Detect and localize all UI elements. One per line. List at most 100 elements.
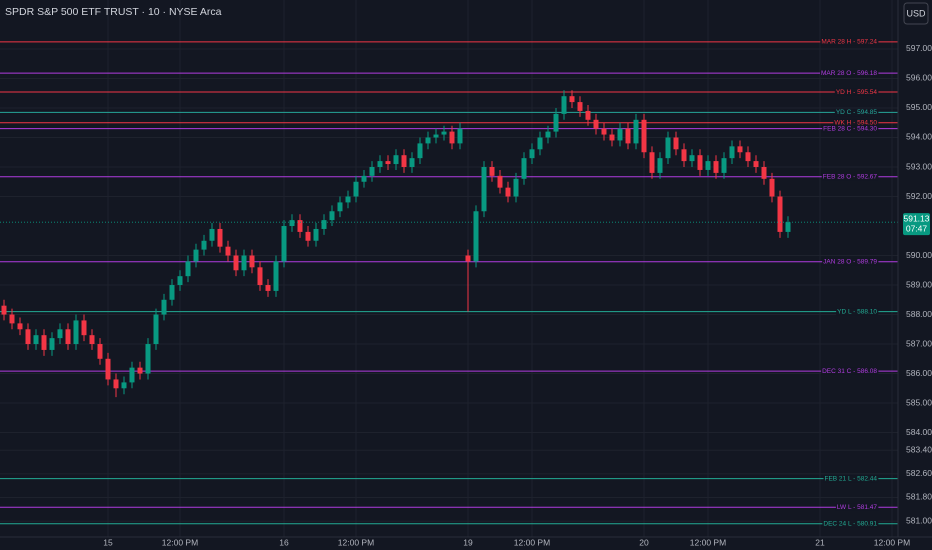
y-tick-label: 586.00 [906,368,932,378]
chart-title: SPDR S&P 500 ETF TRUST · 10 · NYSE Arca [5,6,222,18]
level-label-bg [822,258,879,266]
y-tick-label: 584.00 [906,427,932,437]
candle-body [273,261,279,291]
x-tick-label: 19 [463,537,473,547]
x-tick-label: 12:00 PM [338,537,374,547]
level-label-bg [820,69,879,77]
y-tick-label: 589.00 [906,279,932,289]
candle-body [161,299,167,315]
candle-body [497,175,503,188]
candle-body [649,152,655,173]
x-tick-label: 12:00 PM [514,537,550,547]
candle-body [57,329,63,339]
candle-body [561,96,567,114]
candle-body [489,167,495,176]
level-label-bg [834,109,879,117]
candle-body [689,155,695,162]
level-label-bg [835,503,879,511]
countdown-label: 07:47 [906,223,928,233]
candle-body [241,255,247,271]
candle-body [209,228,215,241]
candle-body [553,113,559,132]
candle-body [593,119,599,129]
candle-body [585,110,591,120]
candle-body [505,187,511,197]
candle-body [137,367,143,374]
candle-body [81,320,87,336]
y-tick-label: 582.60 [906,468,932,478]
level-label-bg [834,88,879,96]
candle-body [537,137,543,150]
level-label: YD L - 588.10 [837,308,877,315]
candle-body [49,338,55,350]
y-tick-label: 596.00 [906,73,932,83]
level-label: MAR 28 O - 596.18 [821,70,877,77]
y-tick-label: 594.00 [906,132,932,142]
candle-body [433,134,439,138]
candle-body [289,220,295,227]
candle-body [345,196,351,203]
last-price-tag [903,213,930,236]
candle-body [737,146,743,153]
y-tick-label: 590.00 [906,250,932,260]
level-label: DEC 24 L - 580.91 [823,520,877,527]
y-tick-label: 592.00 [906,191,932,201]
candle-body [337,202,343,212]
candle-body [305,231,311,241]
candle-body [713,161,719,173]
candle-body [97,344,103,359]
candle-body [177,276,183,286]
y-tick-label: 581.00 [906,515,932,525]
candle-body [385,161,391,165]
candle-body [625,128,631,144]
candle-body [441,131,447,135]
candle-body [729,146,735,159]
y-tick-label: 593.00 [906,161,932,171]
level-label-bg [836,308,879,316]
candle-body [665,137,671,159]
y-tick-label: 587.00 [906,338,932,348]
candle-body [281,226,287,262]
candle-body [65,329,71,345]
candle-body [9,314,15,324]
currency-button[interactable] [903,2,929,25]
candle-body [297,220,303,232]
candle-body [121,382,127,389]
candle-body [785,222,791,232]
candle-body [633,119,639,144]
candle-body [361,175,367,182]
level-label-bg [822,125,879,133]
level-label-bg [820,38,879,46]
candle-body [721,158,727,173]
candle-body [657,158,663,173]
candle-body [521,158,527,179]
candle-body [73,320,79,345]
candle-body [153,314,159,345]
candle-body [105,358,111,380]
candle-body [569,96,575,103]
candle-body [193,249,199,262]
candle-body [753,161,759,168]
candle-body [641,119,647,153]
candle-body [89,335,95,345]
candle-body [745,152,751,162]
level-label: WK H - 594.50 [834,119,877,126]
level-label-bg [822,520,879,528]
candle-body [609,134,615,141]
currency-label: USD [906,8,926,18]
level-label-bg [823,475,879,483]
y-tick-label: 585.00 [906,397,932,407]
candle-body [329,211,335,221]
candle-body [705,161,711,170]
levels: MAR 28 H - 597.24 MAR 28 O - 596.18 YD H -… [0,38,898,528]
candle-body [401,155,407,168]
candle-body [201,240,207,250]
candle-body [353,181,359,197]
candle-body [145,344,151,374]
candle-body [257,267,263,286]
y-tick-label: 588.00 [906,309,932,319]
level-label-bg [821,367,879,375]
